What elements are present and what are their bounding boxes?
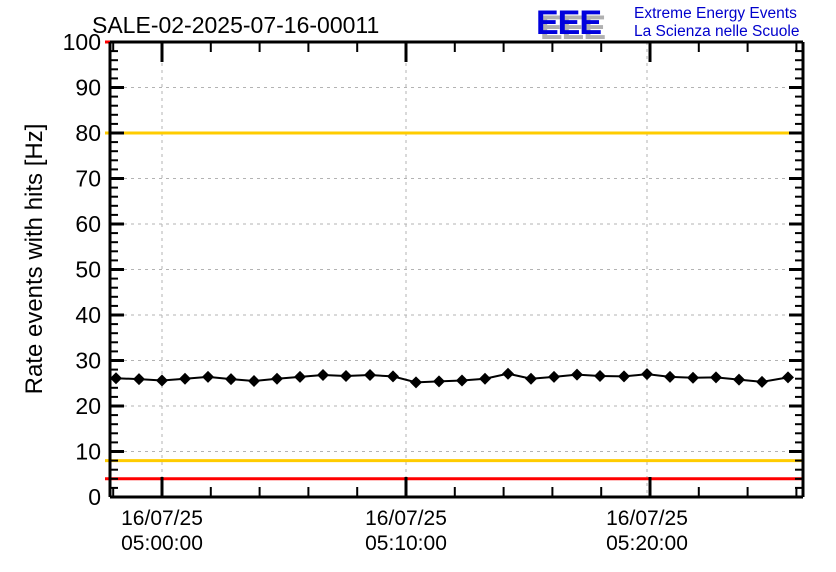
eee-logo-shadow: EEE — [540, 9, 606, 47]
data-point-marker — [525, 372, 537, 385]
data-point-marker — [687, 371, 699, 384]
eee-logo-text: Extreme Energy Events La Scienza nelle S… — [634, 5, 834, 41]
y-tick-label: 30 — [75, 348, 101, 374]
data-point-marker — [110, 372, 122, 385]
x-tick-label-time: 05:00:00 — [121, 532, 203, 555]
chart-title: SALE-02-2025-07-16-00011 — [92, 12, 380, 38]
data-point-marker — [133, 373, 145, 386]
y-tick-label: 60 — [75, 211, 101, 237]
rate-series — [110, 367, 794, 389]
data-point-marker — [271, 372, 283, 385]
y-tick-label: 0 — [88, 484, 101, 510]
x-tick-label-date: 16/07/25 — [121, 507, 203, 530]
y-tick-label: 80 — [75, 120, 101, 146]
y-tick-label: 100 — [63, 29, 101, 55]
x-tick-label-time: 05:10:00 — [365, 532, 447, 555]
data-point-marker — [364, 369, 376, 382]
grid-layer — [110, 42, 803, 497]
data-point-marker — [179, 372, 191, 385]
data-point-marker — [156, 374, 168, 387]
data-point-marker — [594, 369, 606, 382]
axis-ticks — [110, 40, 803, 499]
data-point-marker — [225, 373, 237, 386]
x-axis-tick-labels: 16/07/2505:00:0016/07/2505:10:0016/07/25… — [121, 507, 688, 555]
y-tick-label: 70 — [75, 166, 101, 192]
series-line — [115, 372, 789, 384]
reference-lines-layer — [105, 40, 803, 481]
data-point-marker — [641, 368, 653, 381]
y-tick-label: 90 — [75, 75, 101, 101]
data-point-marker — [618, 370, 630, 383]
x-tick-label-time: 05:20:00 — [606, 532, 688, 555]
eee-logo-line2: La Scienza nelle Scuole — [634, 23, 800, 40]
data-point-marker — [756, 375, 768, 388]
data-point-marker — [317, 369, 329, 382]
data-point-marker — [710, 371, 722, 384]
data-point-marker — [571, 368, 583, 381]
eee-logo-line1: Extreme Energy Events — [634, 5, 797, 22]
data-point-marker — [433, 375, 445, 388]
data-point-marker — [248, 374, 260, 387]
data-point-marker — [294, 370, 306, 383]
data-point-marker — [782, 371, 794, 384]
eee-logo: EEE EEE Extreme Energy Events La Scienza… — [536, 4, 836, 45]
data-point-marker — [340, 369, 352, 382]
data-point-marker — [410, 376, 422, 389]
data-point-marker — [502, 367, 514, 380]
y-tick-label: 40 — [75, 302, 101, 328]
y-axis-tick-labels: 0 10 20 30 40 50 60 70 80 90 100 — [63, 29, 101, 510]
eee-logo-mark: EEE EEE — [536, 4, 628, 45]
y-tick-label: 20 — [75, 393, 101, 419]
data-point-marker — [548, 370, 560, 383]
data-point-marker — [664, 370, 676, 383]
data-point-marker — [387, 370, 399, 383]
y-tick-label: 10 — [75, 439, 101, 465]
data-point-marker — [202, 370, 214, 383]
x-tick-label-date: 16/07/25 — [606, 507, 688, 530]
data-point-marker — [456, 374, 468, 387]
eee-logo-front: EEE — [536, 4, 602, 42]
x-tick-label-date: 16/07/25 — [365, 507, 447, 530]
y-tick-label: 50 — [75, 257, 101, 283]
data-point-marker — [479, 372, 491, 385]
data-point-marker — [733, 373, 745, 386]
